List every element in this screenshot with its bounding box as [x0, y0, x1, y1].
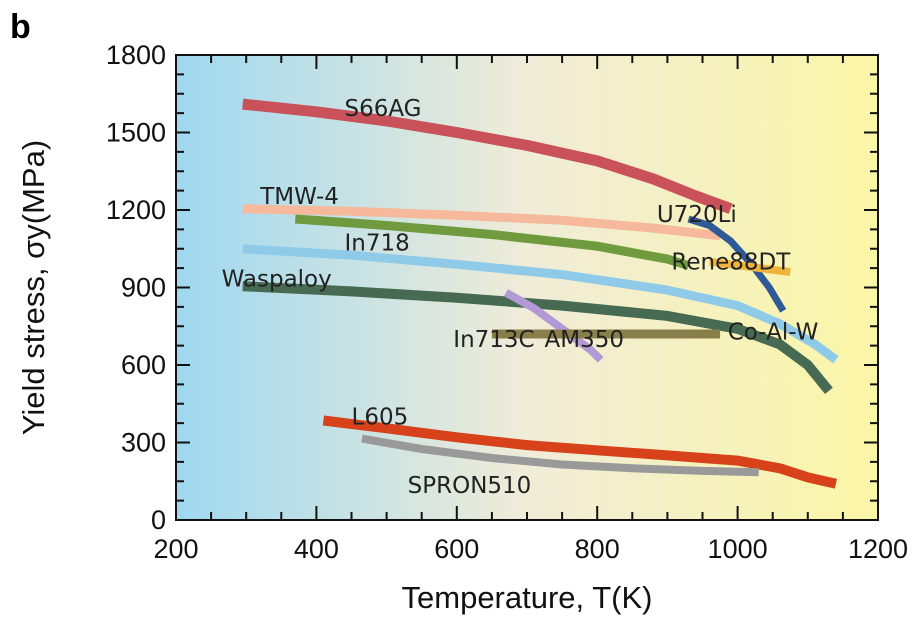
series-line-tmw-4	[242, 204, 721, 241]
series-line-rene88dt	[708, 257, 791, 276]
x-tick-label: 600	[434, 534, 479, 564]
series-line-in718	[294, 214, 690, 270]
series-label: Co-Al-W	[728, 319, 819, 345]
y-tick-label: 300	[121, 428, 166, 458]
labels-layer: 200 400 600 800 1000 1200 0 300 600 900 1200 1500 18…	[106, 40, 908, 564]
series-label: TMW-4	[259, 184, 339, 210]
y-tick-label: 600	[121, 350, 166, 380]
series-label: Waspaloy	[222, 266, 332, 292]
panel-letter: b	[10, 8, 31, 46]
series-label: In713C	[453, 327, 534, 353]
series-label: L605	[352, 405, 409, 431]
x-tick-label: 1000	[708, 534, 768, 564]
y-tick-label: 900	[121, 273, 166, 303]
series-line-spron510	[361, 434, 759, 477]
series-layer	[242, 98, 839, 489]
y-axis-title: Yield stress, σy(MPa)	[16, 140, 51, 435]
series-line-series-7	[242, 281, 833, 394]
x-tick-label: 400	[294, 534, 339, 564]
ticks-layer	[175, 54, 879, 521]
x-tick-label: 800	[575, 534, 620, 564]
series-label: AM350	[545, 327, 624, 353]
series-label: In718	[344, 230, 409, 256]
x-tick-label: 200	[153, 534, 198, 564]
series-line-am350	[503, 289, 604, 363]
series-line-l605	[322, 415, 838, 489]
x-axis-title: Temperature, T(K)	[402, 580, 653, 615]
series-label: S66AG	[344, 96, 421, 122]
series-label: Rene88DT	[671, 250, 791, 276]
y-tick-label: 1200	[106, 195, 166, 225]
x-tick-label: 1200	[848, 534, 908, 564]
y-tick-label: 0	[151, 505, 166, 535]
series-line-u720li	[687, 215, 787, 313]
y-tick-label: 1500	[106, 118, 166, 148]
series-label: SPRON510	[408, 473, 532, 499]
series-line-waspaloy	[242, 244, 839, 364]
series-label: U720Li	[657, 202, 737, 228]
y-tick-label: 1800	[106, 40, 166, 70]
series-line-s66ag	[242, 98, 733, 214]
